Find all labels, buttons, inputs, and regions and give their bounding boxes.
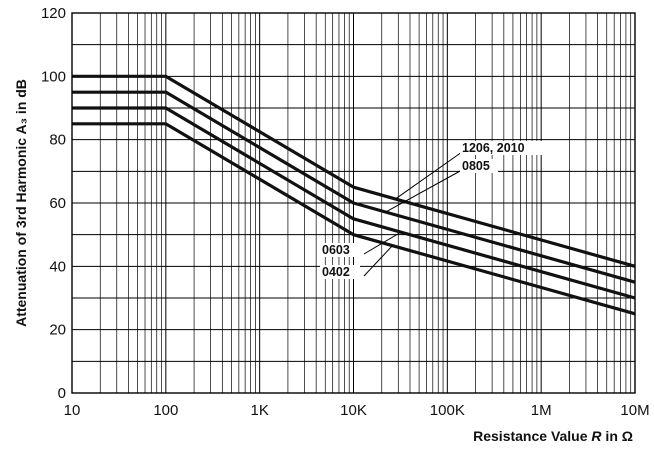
tick-labels: 0 20 40 60 80 100 120 10 100 1K 10K 100K 1M 10M — [41, 5, 650, 419]
x-tick-label: 10 — [64, 402, 81, 419]
series-line-1 — [72, 90, 636, 284]
x-tick-label: 1M — [531, 402, 552, 419]
x-axis-title: Resistance Value R in Ω — [473, 428, 633, 444]
series-line-3 — [72, 122, 636, 316]
leader-line-3 — [363, 245, 393, 277]
series-line-0 — [72, 74, 636, 268]
x-tick-label: 100 — [153, 402, 178, 419]
y-tick-label: 20 — [49, 322, 66, 339]
leader-line-1 — [385, 169, 463, 213]
x-tick-label: 1K — [250, 402, 268, 419]
y-tick-label: 120 — [41, 5, 66, 22]
y-tick-label: 40 — [49, 258, 66, 275]
y-tick-label: 100 — [41, 68, 66, 85]
series-label-0: 1206, 2010 — [462, 141, 525, 155]
plot-frame — [71, 12, 636, 394]
series-lines — [72, 74, 636, 316]
y-tick-label: 80 — [49, 132, 66, 149]
leader-line-2 — [363, 231, 402, 255]
x-tick-label: 10M — [620, 402, 649, 419]
y-tick-label: 60 — [49, 195, 66, 212]
series-labels: 1206, 2010 0805 0603 0402 — [320, 141, 546, 279]
y-tick-label: 0 — [58, 385, 66, 402]
label-background-0 — [460, 141, 546, 155]
label-background-1 — [460, 159, 498, 173]
label-background-2 — [320, 243, 360, 257]
series-label-2: 0603 — [322, 243, 350, 257]
leader-line-0 — [395, 151, 463, 200]
x-tick-label: 100K — [430, 402, 465, 419]
series-label-3: 0402 — [322, 265, 350, 279]
x-tick-label: 10K — [340, 402, 367, 419]
y-axis-title: Attenuation of 3rd Harmonic A₃ in dB — [13, 79, 29, 327]
series-label-1: 0805 — [462, 159, 490, 173]
series-line-2 — [72, 106, 636, 300]
label-background-3 — [320, 265, 360, 279]
label-leaders — [363, 151, 463, 277]
